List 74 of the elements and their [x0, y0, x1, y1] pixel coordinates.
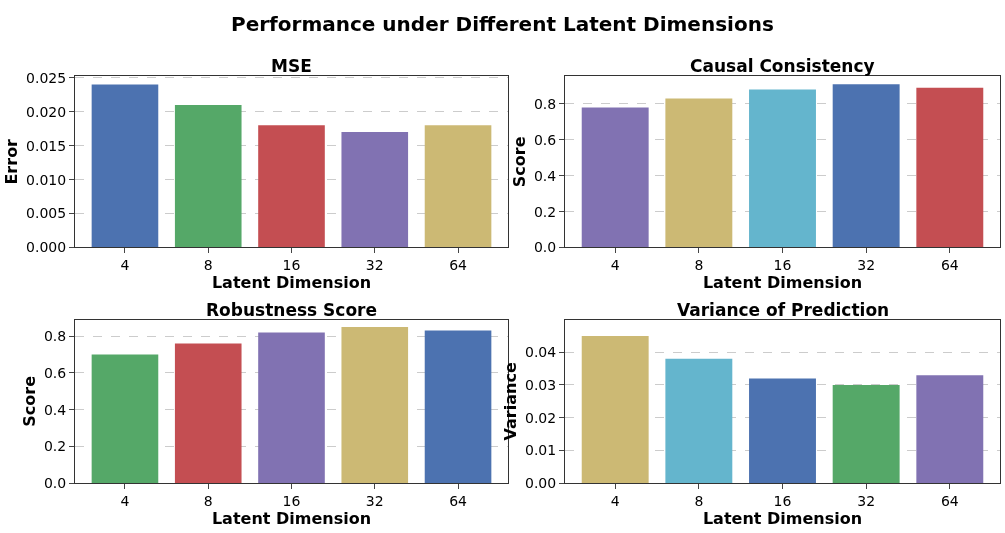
x-tick-label: 8	[203, 492, 213, 509]
chart-title: MSE	[271, 56, 312, 76]
chart-title: Causal Consistency	[690, 56, 875, 76]
y-axis-title: Score	[19, 375, 39, 427]
x-tick-label: 32	[365, 257, 384, 274]
bar	[749, 378, 816, 484]
x-axis-title: Latent Dimension	[211, 273, 372, 293]
y-tick-label: 0.00	[525, 475, 557, 492]
x-tick-label: 8	[694, 492, 704, 509]
y-tick-label: 0.025	[26, 69, 67, 86]
y-tick-label: 0.03	[525, 376, 557, 393]
bar	[832, 384, 900, 484]
bar	[916, 375, 984, 484]
y-tick-label: 0.005	[26, 205, 67, 222]
x-axis-title: Latent Dimension	[211, 508, 372, 528]
x-tick-label: 4	[120, 257, 130, 274]
y-axis-title: Score	[509, 136, 529, 188]
y-tick-label: 0.01	[525, 442, 557, 459]
y-tick-label: 0.2	[43, 438, 67, 455]
y-tick-label: 0.0	[43, 475, 67, 492]
bar	[341, 132, 409, 248]
x-axis-title: Latent Dimension	[702, 508, 863, 528]
y-tick-label: 0.6	[43, 364, 67, 381]
y-tick-label: 0.6	[533, 131, 557, 148]
x-tick-label: 16	[773, 257, 792, 274]
text: Performance under Different Latent Dimensions	[231, 12, 774, 36]
bar	[174, 343, 242, 484]
y-tick-label: 0.015	[26, 137, 67, 154]
x-tick-label: 16	[773, 492, 792, 509]
y-tick-label: 0.8	[43, 327, 67, 344]
y-tick-label: 0.000	[26, 239, 67, 256]
y-tick-label: 0.0	[533, 239, 557, 256]
x-tick-label: 16	[282, 492, 301, 509]
x-tick-label: 64	[940, 257, 959, 274]
bar	[581, 335, 649, 484]
x-tick-label: 32	[857, 492, 876, 509]
y-tick-label: 0.020	[26, 103, 67, 120]
y-tick-label: 0.010	[26, 171, 67, 188]
x-tick-label: 16	[282, 257, 301, 274]
bar	[424, 125, 492, 248]
bar	[424, 330, 492, 484]
y-tick-label: 0.02	[525, 409, 557, 426]
x-tick-label: 32	[365, 492, 384, 509]
x-tick-label: 4	[610, 257, 620, 274]
x-tick-label: 64	[449, 492, 468, 509]
y-tick-label: 0.8	[533, 95, 557, 112]
bar	[581, 107, 649, 248]
y-tick-label: 0.04	[525, 344, 557, 361]
bar	[258, 125, 325, 248]
bar	[258, 332, 325, 484]
y-tick-label: 0.4	[533, 167, 557, 184]
x-tick-label: 4	[610, 492, 620, 509]
bar	[341, 326, 409, 484]
x-tick-label: 32	[857, 257, 876, 274]
bar	[91, 84, 159, 248]
bar	[665, 358, 733, 484]
y-tick-label: 0.2	[533, 203, 557, 220]
bar	[665, 98, 733, 248]
bar	[832, 84, 900, 248]
bar	[916, 87, 984, 248]
y-axis-title: Variance	[500, 362, 520, 441]
x-axis-title: Latent Dimension	[702, 273, 863, 293]
chart-title: Variance of Prediction	[677, 300, 890, 320]
x-tick-label: 64	[940, 492, 959, 509]
bar	[91, 354, 159, 484]
y-axis-title: Error	[2, 138, 22, 185]
x-tick-label: 8	[694, 257, 704, 274]
bar	[749, 89, 816, 248]
x-tick-label: 4	[120, 492, 130, 509]
x-tick-label: 8	[203, 257, 213, 274]
y-tick-label: 0.4	[43, 401, 67, 418]
x-tick-label: 64	[449, 257, 468, 274]
bar	[174, 104, 242, 248]
chart-title: Robustness Score	[206, 300, 377, 320]
